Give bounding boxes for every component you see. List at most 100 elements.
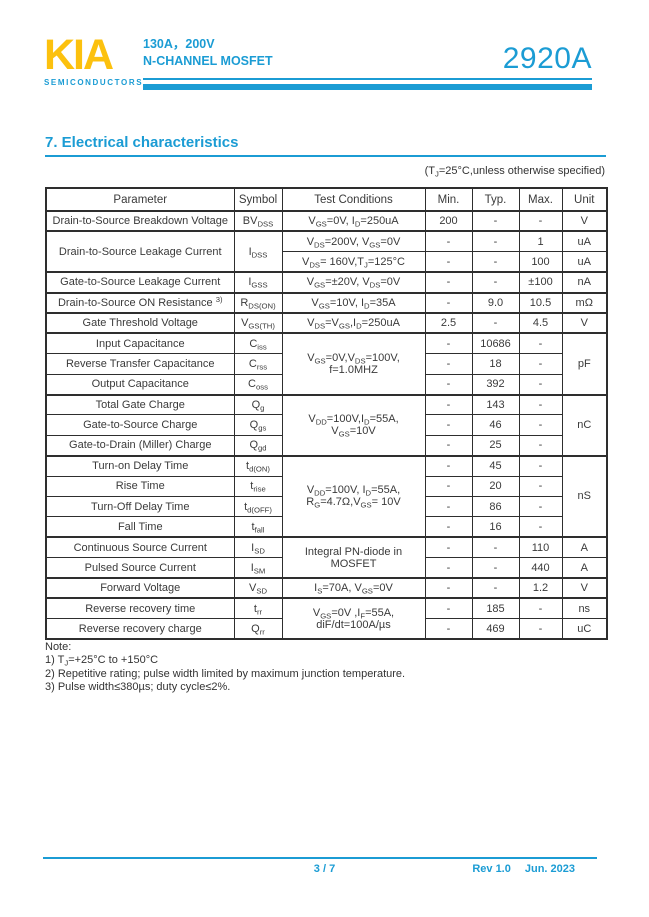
part-number: 2920A [502,42,592,75]
min-cell: - [424,271,473,294]
symbol-cell: td(ON) [233,454,283,477]
section-title-underline [45,155,606,157]
typ-cell: - [471,577,520,599]
footer-revision: Rev 1.0 Jun. 2023 [472,863,575,875]
max-cell: - [518,618,563,640]
min-cell: - [424,557,473,579]
min-cell: 200 [424,210,473,232]
unit-cell: A [561,536,608,559]
min-cell: - [424,618,473,640]
symbol-cell: Ciss [233,332,283,355]
table-row: VDS= 160V,TJ=125°C - - 100 uA [46,251,608,273]
symbol-cell: Qgd [233,434,283,457]
table-row: Forward Voltage VSD IS=70A, VGS=0V - - 1… [45,577,608,599]
typ-cell: - [471,251,520,273]
section-title: 7. Electrical characteristics [45,134,239,151]
min-cell: - [424,434,473,457]
unit-cell: nA [561,271,608,294]
min-cell: - [424,373,473,396]
parameter-cell: Turn-Off Delay Time [45,495,235,518]
notes-title: Note: [45,641,72,653]
typ-cell: - [471,210,520,232]
product-type: N-CHANNEL MOSFET [143,54,273,68]
max-cell: 10.5 [518,291,563,314]
max-cell: - [518,434,563,457]
cond-cell: VDS=VGS,ID=250uA [281,311,426,334]
company-logo: KIA SEMICONDUCTORS [44,33,144,87]
unit-cell: uC [561,618,608,640]
table-row: Reverse recovery charge Qrr - 469 - uC [45,618,608,640]
max-cell: 440 [518,557,563,579]
page-number: 3 / 7 [313,863,336,875]
table-row: Gate Threshold Voltage VGS(TH) VDS=VGS,I… [45,311,608,334]
min-cell: - [424,251,473,273]
symbol-cell: Qgs [233,414,283,436]
typ-cell: 20 [471,475,520,497]
parameter-cell: Total Gate Charge [45,393,235,416]
typ-cell: 16 [471,516,520,538]
header-rule-thin [143,78,592,80]
min-cell: - [424,393,473,416]
unit-cell: V [561,311,608,334]
symbol-cell: trr [233,597,283,620]
electrical-characteristics-table: Parameter Symbol Test Conditions Min. Ty… [45,187,608,641]
parameter-cell: Gate-to-Source Leakage Current [45,271,235,294]
symbol-cell: trise [233,475,283,497]
min-cell: - [424,230,473,253]
table-row: Gate-to-Source Charge Qgs - 46 - [45,414,607,436]
typ-cell: - [471,271,520,294]
max-cell: 100 [518,251,563,273]
max-cell: - [518,475,563,497]
min-cell: - [424,414,473,436]
parameter-cell: Gate-to-Drain (Miller) Charge [45,434,235,457]
symbol-cell: Crss [233,353,283,375]
symbol-cell: td(OFF) [233,495,283,518]
min-cell: - [424,536,473,559]
footer-rule [43,857,597,859]
min-cell: - [424,454,473,477]
min-cell: - [424,495,473,518]
parameter-cell: Reverse Transfer Capacitance [45,353,235,375]
column-header-test-conditions: Test Conditions [281,187,426,212]
max-cell: - [518,332,563,355]
typ-cell: 185 [471,597,520,620]
logo-subtext: SEMICONDUCTORS [44,78,144,87]
cond-cell: VGS=10V, ID=35A [281,291,426,314]
min-cell: - [424,577,473,599]
unit-cell: nC [561,393,608,457]
max-cell: - [518,495,563,518]
table-row: Drain-to-Source Leakage Current IDSS VDS… [45,230,608,273]
unit-cell: pF [561,332,608,396]
cond-cell: VDD=100V, ID=55A, RG=4.7Ω,VGS= 10V [281,454,426,538]
max-cell: - [518,210,563,232]
typ-cell: 469 [471,618,520,640]
min-cell: - [424,291,473,314]
max-cell: - [518,353,563,375]
typ-cell: 392 [471,373,520,396]
typ-cell: 9.0 [471,291,520,314]
product-rating: 130A，200V [143,37,215,51]
note-line: 2) Repetitive rating; pulse width limite… [45,667,406,680]
min-cell: - [424,475,473,497]
parameter-cell: Input Capacitance [45,332,235,355]
min-cell: - [424,597,473,620]
note-line: 1) TJ=+25°C to +150°C [45,654,159,668]
symbol-cell: VSD [233,577,283,599]
symbol-cell: Coss [233,373,283,396]
header-rule-thick [143,84,592,90]
column-header-min: Min. [424,187,473,212]
parameter-cell: Rise Time [45,475,235,497]
typ-cell: 46 [471,414,520,436]
typ-cell: 143 [471,393,520,416]
table-row: Drain-to-Source ON Resistance 3) RDS(ON)… [45,291,608,314]
max-cell: 4.5 [518,311,563,334]
symbol-cell: IDSS [233,230,283,273]
typ-cell: - [471,230,520,253]
unit-cell: nS [561,454,608,538]
cond-cell: VDS= 160V,TJ=125°C [281,251,426,273]
note-line: 3) Pulse width≤380µs; duty cycle≤2%. [45,681,231,694]
max-cell: 110 [518,536,563,559]
parameter-cell: Gate Threshold Voltage [45,311,235,334]
symbol-cell: VGS(TH) [233,311,283,334]
